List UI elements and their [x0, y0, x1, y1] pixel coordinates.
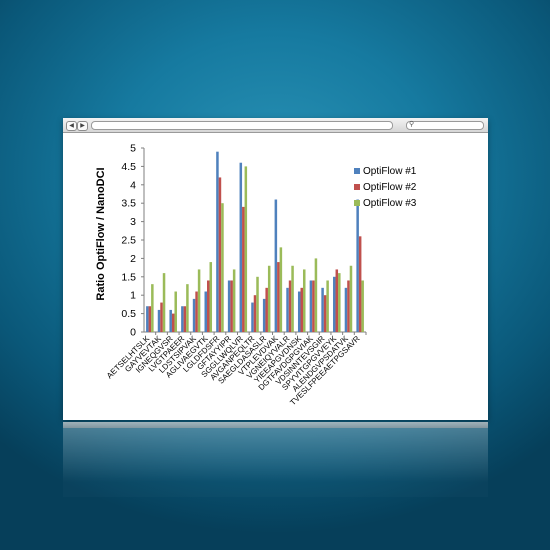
bar: [291, 265, 294, 332]
chart-axes: 0 0.5 1 1.5 2 2.5 3 3.5 4 4.5 5: [121, 143, 367, 339]
bar: [195, 291, 198, 332]
bar: [256, 276, 259, 332]
bar: [347, 280, 350, 332]
forward-button[interactable]: ▶: [77, 121, 88, 131]
search-icon: ⚲: [409, 121, 415, 128]
bar: [244, 166, 248, 332]
bar: [192, 298, 196, 332]
bar: [181, 306, 184, 332]
x-axis-labels: AETSELHTSLKGAYVEVTAKIGNEQGVSRLVGTPAEERLD…: [105, 334, 362, 408]
y-tick-label: 1: [130, 290, 136, 302]
search-input[interactable]: ⚲: [406, 121, 484, 130]
bar: [302, 269, 306, 332]
y-tick-label: 0: [130, 327, 136, 339]
window-reflection: [63, 422, 488, 497]
chart-legend: OptiFlow #1 OptiFlow #2 OptiFlow #3: [354, 166, 417, 209]
bar: [227, 280, 231, 332]
legend-label: OptiFlow #3: [363, 198, 417, 209]
y-tick-label: 0.5: [121, 308, 136, 320]
y-tick-label: 5: [130, 143, 136, 155]
bar: [321, 287, 324, 332]
bar: [242, 206, 245, 332]
bar: [174, 291, 177, 332]
bar: [300, 287, 303, 332]
bar: [314, 258, 318, 332]
bar: [288, 280, 292, 332]
y-tick-label: 4: [130, 179, 136, 191]
reflection-strip: [63, 422, 488, 428]
browser-window: ◀ ▶ ⚲ 0 0.5 1 1.5 2 2.5 3 3.5 4 4.5 5 AETSELHTSLK G…: [63, 118, 488, 420]
bar: [171, 313, 175, 332]
bar: [361, 280, 364, 332]
bar: [279, 247, 283, 332]
chevron-right-icon: ▶: [80, 123, 85, 129]
reflection-labels: [133, 432, 453, 472]
y-tick-label: 2: [130, 253, 136, 265]
bar: [349, 265, 353, 332]
legend-label: OptiFlow #1: [363, 166, 417, 177]
bar: [323, 295, 327, 332]
bar: [157, 309, 161, 332]
bar: [207, 280, 210, 332]
legend-swatch: [354, 200, 360, 206]
bar: [232, 269, 236, 332]
address-bar[interactable]: [91, 121, 393, 130]
y-tick-label: 2.5: [121, 235, 136, 247]
legend-label: OptiFlow #2: [363, 182, 417, 193]
chart-bars: [146, 151, 364, 332]
y-tick-label: 1.5: [121, 271, 136, 283]
bar: [204, 291, 208, 332]
bar: [309, 280, 313, 332]
bar: [197, 269, 201, 332]
bar: [151, 284, 154, 332]
bar: [216, 151, 219, 332]
bar: [146, 306, 149, 332]
chevron-left-icon: ◀: [69, 123, 74, 129]
back-button[interactable]: ◀: [66, 121, 77, 131]
y-tick-label: 3.5: [121, 198, 136, 210]
bar: [169, 309, 172, 332]
bar: [286, 287, 289, 332]
bar: [277, 262, 280, 332]
bar: [160, 302, 163, 332]
bar: [333, 276, 336, 332]
y-tick-label: 4.5: [121, 161, 136, 173]
y-axis-title: Ratio OptiFlow / NanoDCI: [95, 167, 107, 300]
legend-swatch: [354, 168, 360, 174]
bar: [358, 236, 362, 332]
bar: [251, 302, 254, 332]
bar: [297, 291, 301, 332]
bar: [186, 284, 189, 332]
bar: [253, 295, 257, 332]
bar: [148, 306, 152, 332]
bar: [262, 298, 266, 332]
bar: [356, 199, 359, 332]
bar: [312, 280, 315, 332]
bar: [338, 273, 341, 332]
browser-toolbar: ◀ ▶ ⚲: [63, 118, 488, 133]
bar: [209, 262, 213, 332]
bar: [239, 162, 243, 332]
bar-chart: 0 0.5 1 1.5 2 2.5 3 3.5 4 4.5 5 AETSELHTSLKGAYVEVT…: [95, 143, 417, 408]
bar: [183, 306, 187, 332]
bar: [344, 287, 348, 332]
bar: [267, 265, 271, 332]
bar: [221, 203, 224, 332]
bar: [162, 273, 166, 332]
bar: [274, 199, 278, 332]
bar: [326, 280, 329, 332]
bar: [230, 280, 233, 332]
bar: [335, 269, 339, 332]
bar: [218, 177, 222, 332]
bar: [265, 287, 268, 332]
legend-swatch: [354, 184, 360, 190]
y-tick-label: 3: [130, 216, 136, 228]
